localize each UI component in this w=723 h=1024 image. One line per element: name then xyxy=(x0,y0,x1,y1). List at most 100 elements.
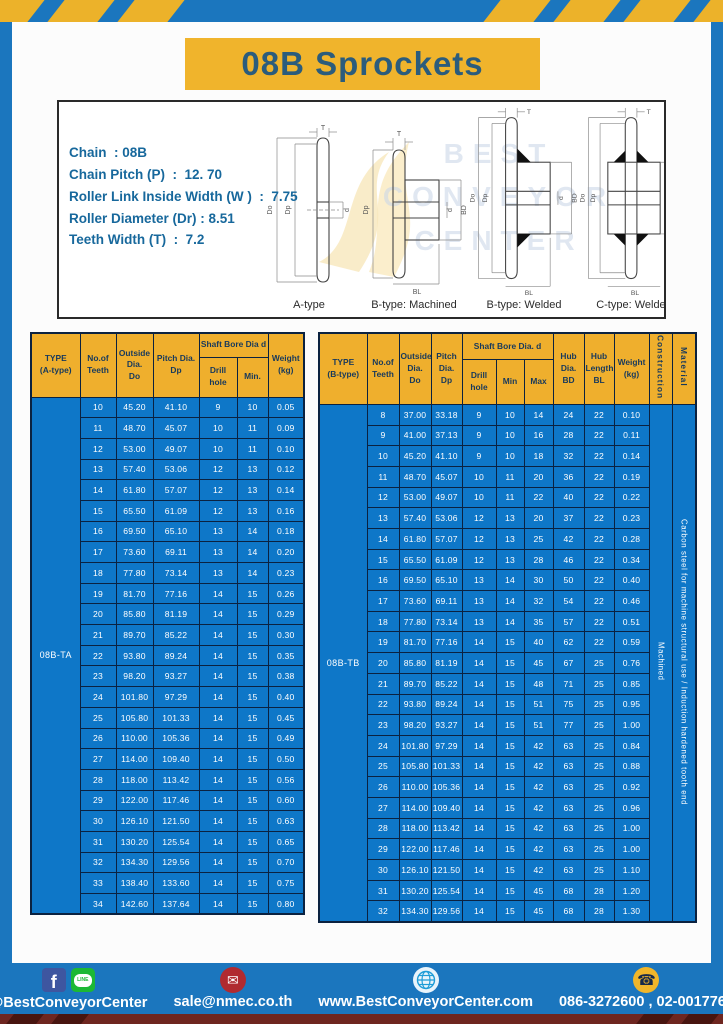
data-cell: 61.80 xyxy=(115,479,154,501)
data-cell: 11 xyxy=(495,465,525,488)
table-row: 22 93.80 89.24 14 15 0.35 xyxy=(31,644,305,667)
data-cell: 24 xyxy=(366,734,400,757)
material-header-label: Material xyxy=(678,347,689,387)
data-cell: 105.36 xyxy=(152,727,200,750)
data-cell: 14 xyxy=(461,879,497,902)
data-cell: 98.20 xyxy=(115,665,154,688)
data-cell: 11 xyxy=(79,417,117,439)
data-cell: 77.80 xyxy=(398,610,432,633)
table-row: 30 126.10 121.50 14 15 42 63 25 1.10 xyxy=(319,859,696,881)
phone-icon[interactable]: ☎ xyxy=(633,967,660,993)
data-cell: 65.50 xyxy=(115,499,154,522)
table-a-sprockets: TYPE (A-type) No.of Teeth Outside Dia. D… xyxy=(30,332,305,916)
line-bubble: LINE xyxy=(73,973,92,987)
table-row: 18 77.80 73.14 13 14 35 57 22 0.51 xyxy=(319,610,696,633)
data-cell: 68 xyxy=(552,879,585,902)
data-cell: 46 xyxy=(552,548,585,571)
data-cell: 13 xyxy=(461,610,497,633)
data-cell: 25 xyxy=(583,796,615,819)
phone-numbers[interactable]: 086-3272600 , 02-0017766 xyxy=(558,994,723,1010)
table-row: 25 105.80 101.33 14 15 42 63 25 0.88 xyxy=(319,755,696,778)
data-cell: 109.40 xyxy=(430,796,463,819)
data-cell: 18 xyxy=(523,445,554,467)
data-cell: 53.06 xyxy=(152,458,200,481)
data-cell: 129.56 xyxy=(430,900,463,923)
data-cell: 97.29 xyxy=(430,734,463,757)
data-cell: 0.12 xyxy=(267,458,305,481)
data-cell: 15 xyxy=(236,872,269,894)
website-url[interactable]: www.BestConveyorCenter.com xyxy=(318,994,533,1010)
facebook-icon[interactable]: f xyxy=(41,968,66,992)
data-cell: 10 xyxy=(79,396,117,419)
data-cell: 42 xyxy=(523,838,554,860)
data-cell: 22 xyxy=(583,424,615,447)
social-handle[interactable]: @BestConveyorCenter xyxy=(0,994,148,1011)
data-cell: 15 xyxy=(495,652,525,674)
data-cell: 117.46 xyxy=(152,789,200,812)
data-cell: 53.00 xyxy=(398,486,432,509)
data-cell: 61.09 xyxy=(430,548,463,571)
data-cell: 10 xyxy=(461,486,497,509)
table-row: 26 110.00 105.36 14 15 42 63 25 0.92 xyxy=(319,776,696,798)
data-cell: 110.00 xyxy=(398,776,432,798)
table-row: 14 61.80 57.07 12 13 25 42 22 0.28 xyxy=(319,528,696,550)
watermark-text: BEST CONVEYOR CENTER xyxy=(349,132,649,262)
data-cell: 0.18 xyxy=(267,520,305,543)
table-row: 27 114.00 109.40 14 15 42 63 25 0.96 xyxy=(319,796,696,819)
data-cell: 10 xyxy=(461,465,497,488)
data-cell: 85.80 xyxy=(115,603,154,626)
data-cell: 85.22 xyxy=(152,624,200,646)
table-row: 10 45.20 41.10 9 10 18 32 22 0.14 xyxy=(319,445,696,467)
email-address[interactable]: sale@nmec.co.th xyxy=(173,994,293,1010)
line-icon[interactable]: LINE xyxy=(70,968,95,992)
data-cell: 14 xyxy=(198,624,238,646)
data-cell: 28 xyxy=(583,900,615,923)
data-cell: 48 xyxy=(523,672,554,695)
data-cell: 14 xyxy=(461,714,497,736)
data-cell: 14 xyxy=(198,851,238,874)
data-cell: 16 xyxy=(523,424,554,447)
data-cell: 0.22 xyxy=(613,486,650,509)
data-cell: 129.56 xyxy=(152,851,200,874)
data-cell: 15 xyxy=(236,810,269,832)
footer-social[interactable]: f LINE @BestConveyorCenter xyxy=(0,967,147,1011)
data-cell: 15 xyxy=(236,748,269,770)
table-row: 08B-TA 10 45.20 41.10 9 10 0.05 xyxy=(30,396,305,915)
data-cell: 89.24 xyxy=(430,693,463,716)
footer-email[interactable]: ✉ sale@nmec.co.th xyxy=(173,967,292,1010)
data-cell: 14 xyxy=(198,582,238,605)
table-b-header-min: Min xyxy=(495,359,525,405)
table-b-body: 08B-TB 8 37.00 33.18 9 10 14 24 22 0.10 Machined Ca… xyxy=(318,403,697,923)
data-cell: 10 xyxy=(236,396,269,419)
data-cell: 20 xyxy=(366,652,400,674)
data-cell: 0.38 xyxy=(267,665,305,688)
data-cell: 25 xyxy=(583,755,615,778)
dim-t: T xyxy=(527,109,531,116)
data-cell: 105.80 xyxy=(398,755,432,778)
dim-do: Do xyxy=(580,194,587,203)
table-b-header-weight: Weight (kg) xyxy=(613,332,650,405)
data-cell: 14 xyxy=(198,789,238,812)
data-cell: 77.16 xyxy=(430,631,463,654)
dim-t: T xyxy=(397,131,402,138)
data-cell: 31 xyxy=(79,830,117,853)
data-cell: 49.07 xyxy=(152,437,200,460)
drawing-b-type-welded: T Do Dp d BD BL xyxy=(469,106,579,315)
construction-value-cell: Machined xyxy=(648,403,673,923)
dim-bd: BD xyxy=(571,193,578,203)
data-cell: 37.00 xyxy=(398,403,432,426)
footer-phone[interactable]: ☎ 086-3272600 , 02-0017766 xyxy=(559,967,723,1010)
data-cell: 16 xyxy=(79,520,117,543)
dim-t: T xyxy=(321,125,326,132)
footer-website[interactable]: www.BestConveyorCenter.com xyxy=(318,967,533,1010)
data-cell: 25 xyxy=(583,652,615,674)
dim-dp: Dp xyxy=(590,194,597,203)
data-cell: 18 xyxy=(366,610,400,633)
email-icon[interactable]: ✉ xyxy=(219,967,246,993)
data-cell: 0.29 xyxy=(267,603,305,626)
data-cell: 12 xyxy=(198,458,238,481)
globe-icon[interactable] xyxy=(412,967,439,993)
table-row: 18 77.80 73.14 13 14 0.23 xyxy=(31,562,305,584)
data-cell: 57.40 xyxy=(115,458,154,481)
data-cell: 0.05 xyxy=(267,396,305,419)
